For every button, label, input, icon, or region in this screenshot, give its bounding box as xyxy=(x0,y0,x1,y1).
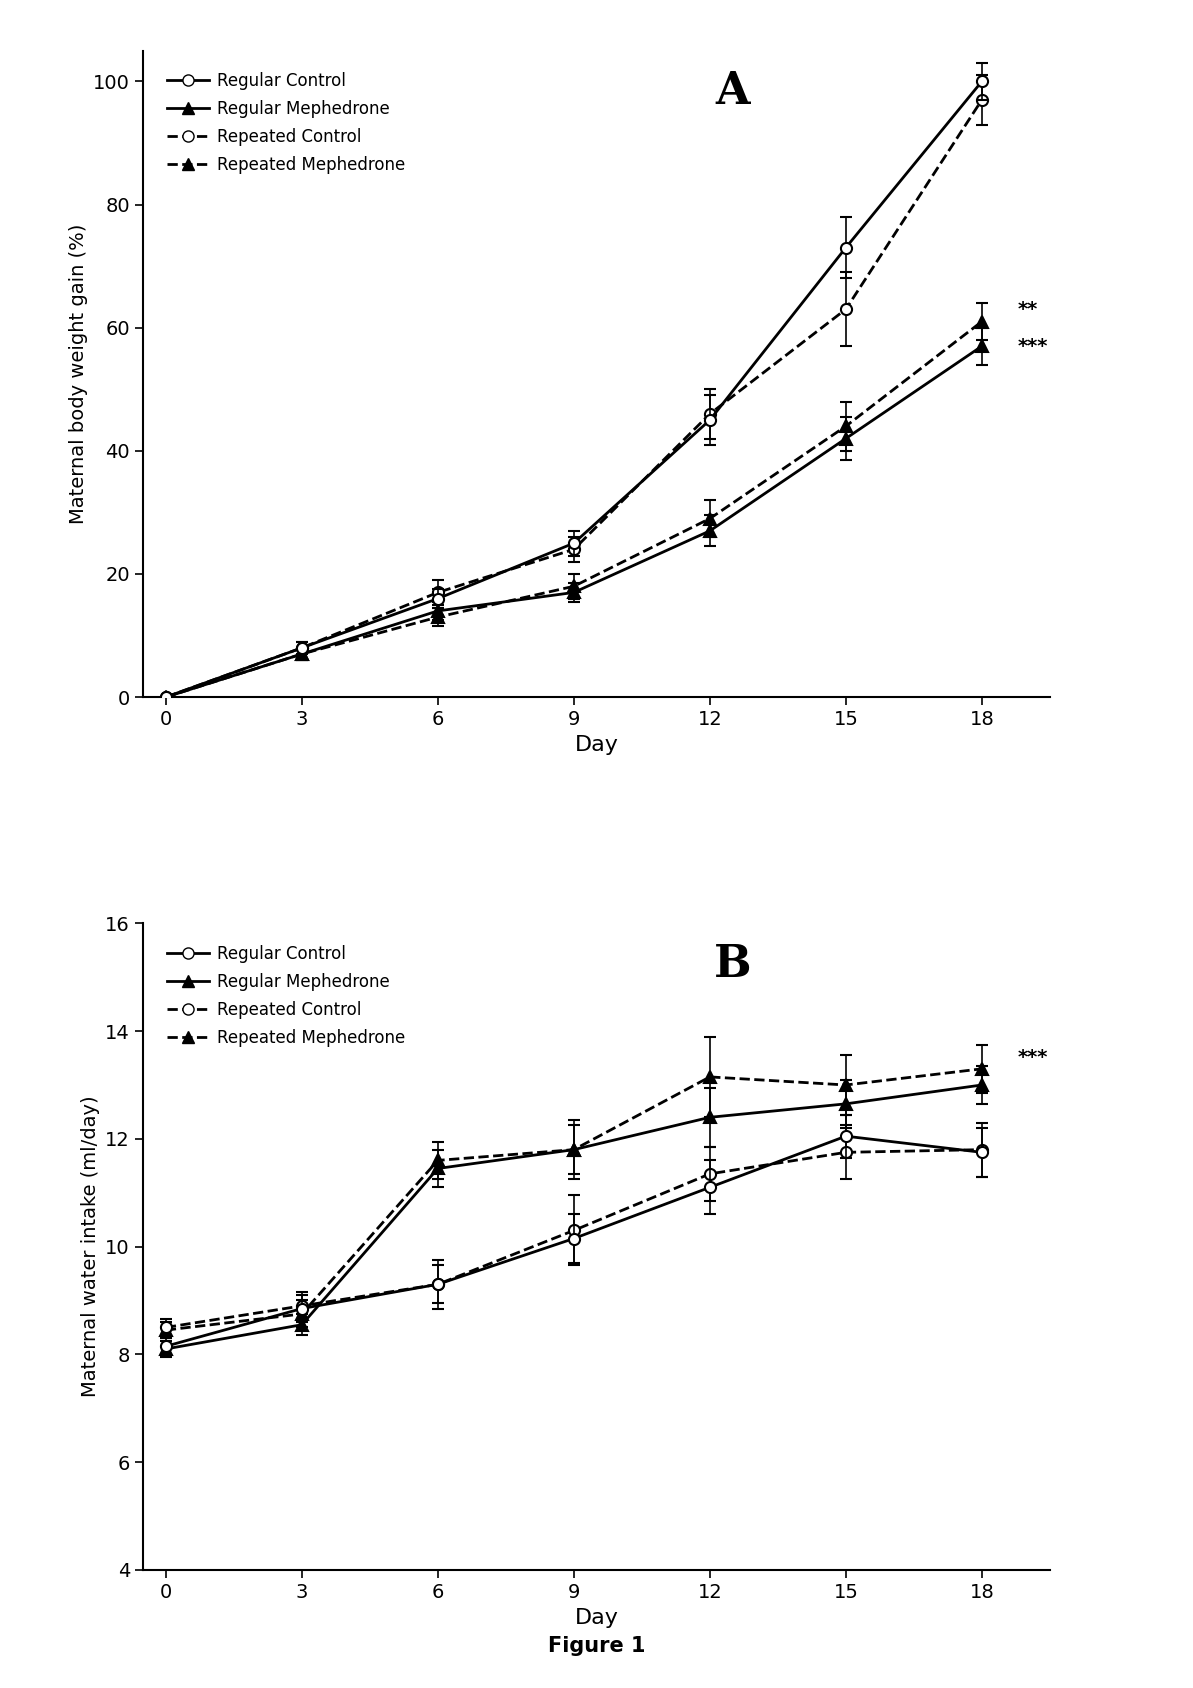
Text: **: ** xyxy=(1018,300,1038,319)
Y-axis label: Maternal water intake (ml/day): Maternal water intake (ml/day) xyxy=(81,1096,100,1398)
Text: A: A xyxy=(716,69,749,113)
Text: ***: *** xyxy=(1018,1048,1049,1067)
Text: B: B xyxy=(713,944,752,986)
X-axis label: Day: Day xyxy=(575,734,618,755)
Legend: Regular Control, Regular Mephedrone, Repeated Control, Repeated Mephedrone: Regular Control, Regular Mephedrone, Rep… xyxy=(161,66,412,181)
Text: Figure 1: Figure 1 xyxy=(548,1636,645,1656)
Y-axis label: Maternal body weight gain (%): Maternal body weight gain (%) xyxy=(68,225,87,523)
Text: ***: *** xyxy=(1018,338,1049,356)
X-axis label: Day: Day xyxy=(575,1607,618,1627)
Legend: Regular Control, Regular Mephedrone, Repeated Control, Repeated Mephedrone: Regular Control, Regular Mephedrone, Rep… xyxy=(161,939,412,1053)
